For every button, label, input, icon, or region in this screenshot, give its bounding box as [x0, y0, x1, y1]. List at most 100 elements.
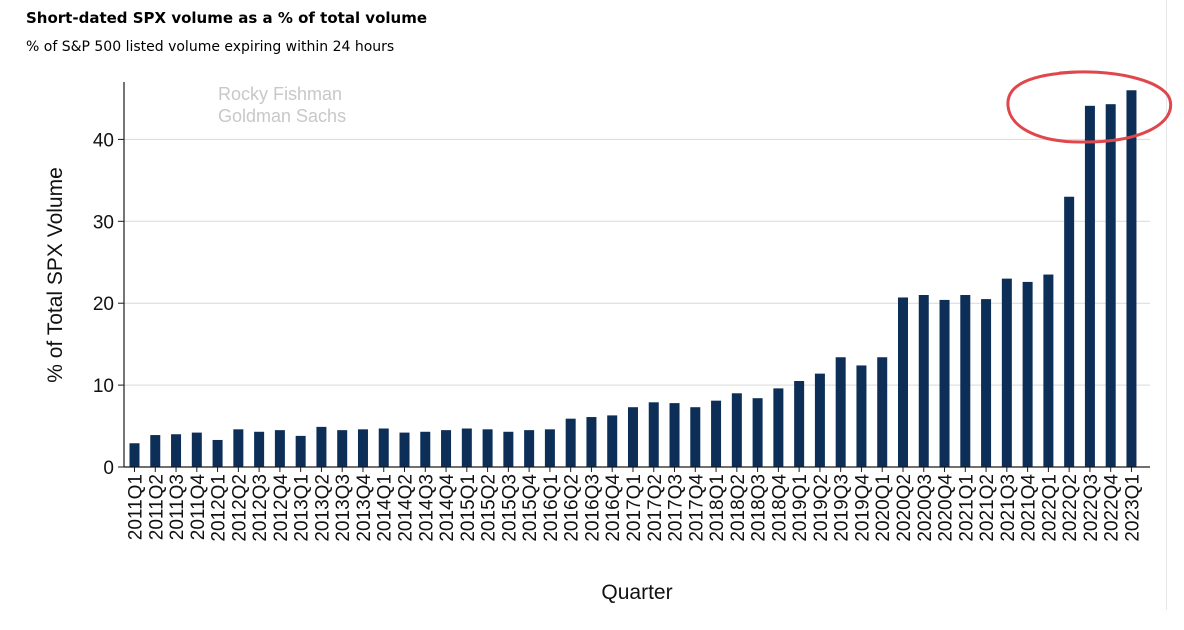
x-tick-label: 2015Q4 — [520, 474, 541, 542]
bar-2020Q3 — [918, 295, 929, 467]
x-tick-label: 2015Q1 — [458, 474, 479, 542]
x-tick-label: 2021Q3 — [998, 474, 1019, 542]
x-tick-label: 2012Q1 — [209, 474, 230, 542]
x-tick-label: 2022Q4 — [1102, 474, 1123, 542]
x-tick-label: 2018Q3 — [749, 474, 770, 542]
x-tick-label: 2017Q4 — [686, 474, 707, 542]
bar-2021Q1 — [960, 295, 971, 467]
x-tick-label: 2013Q4 — [354, 474, 375, 542]
bar-2016Q4 — [607, 415, 618, 467]
bar-2019Q1 — [794, 381, 805, 467]
bar-2015Q3 — [503, 431, 514, 467]
y-tick-label: 0 — [103, 458, 114, 479]
x-tick-label: 2011Q4 — [188, 474, 209, 541]
watermark-line: Rocky Fishman — [218, 84, 342, 104]
x-tick-label: 2022Q1 — [1039, 474, 1060, 542]
y-tick-label: 20 — [93, 294, 114, 315]
bar-2019Q2 — [814, 373, 825, 467]
x-tick-label: 2019Q1 — [790, 474, 811, 542]
bar-2013Q4 — [357, 429, 368, 467]
bar-2011Q4 — [191, 432, 202, 467]
x-tick-label: 2020Q1 — [873, 474, 894, 542]
bar-2013Q3 — [337, 430, 348, 467]
x-tick-label: 2022Q3 — [1081, 474, 1102, 542]
bar-2014Q3 — [420, 431, 431, 467]
x-tick-label: 2021Q2 — [977, 474, 998, 542]
bar-2015Q4 — [524, 430, 535, 467]
x-tick-label: 2011Q3 — [167, 474, 188, 540]
x-tick-label: 2014Q2 — [396, 474, 417, 542]
axis-labels: Quarter % of Total SPX Volume — [44, 167, 673, 604]
x-tick-label: 2016Q2 — [562, 474, 583, 542]
y-tick-labels: 0 10 20 30 40 — [93, 130, 114, 479]
bar-2014Q4 — [441, 430, 452, 467]
bars — [129, 90, 1137, 468]
bar-2018Q2 — [731, 393, 742, 467]
bar-2011Q2 — [150, 435, 161, 467]
x-tick-label: 2012Q2 — [229, 474, 250, 542]
x-tick-label: 2019Q2 — [811, 474, 832, 542]
bar-2016Q3 — [586, 417, 597, 467]
chart-subtitle: % of S&P 500 listed volume expiring with… — [26, 39, 395, 55]
bar-2021Q3 — [1001, 278, 1012, 467]
bar-2013Q2 — [316, 426, 327, 467]
x-tick-label: 2012Q3 — [250, 474, 271, 542]
y-axis-label: % of Total SPX Volume — [44, 167, 67, 383]
x-tick-label: 2021Q1 — [956, 474, 977, 542]
x-tick-label: 2017Q2 — [645, 474, 666, 542]
bar-2012Q2 — [233, 429, 244, 467]
x-tick-label: 2014Q4 — [437, 474, 458, 542]
bar-2015Q2 — [482, 429, 493, 467]
x-tick-label: 2016Q1 — [541, 474, 562, 542]
x-tick-label: 2021Q4 — [1019, 474, 1040, 542]
bar-2022Q1 — [1043, 274, 1054, 467]
bar-2011Q3 — [171, 434, 182, 467]
x-tick-label: 2013Q3 — [333, 474, 354, 542]
gridlines — [124, 138, 1150, 386]
x-tick-label: 2012Q4 — [271, 474, 292, 542]
bar-2018Q4 — [773, 388, 784, 467]
bar-2020Q2 — [897, 297, 908, 467]
bar-2020Q4 — [939, 299, 950, 467]
panel-border — [1166, 0, 1167, 610]
bar-2018Q3 — [752, 398, 763, 467]
x-tick-labels: 2011Q1 2011Q2 2011Q3 2011Q4 2012Q1 2012Q2 2012… — [126, 474, 1144, 542]
annotation — [1006, 70, 1173, 144]
x-tick-label: 2018Q4 — [769, 474, 790, 542]
x-axis-label: Quarter — [601, 581, 672, 604]
bar-2014Q1 — [378, 428, 389, 467]
bar-2019Q3 — [835, 357, 846, 467]
bar-2017Q4 — [690, 407, 701, 467]
x-tick-label: 2017Q3 — [666, 474, 687, 542]
chart-title: Short-dated SPX volume as a % of total v… — [26, 9, 428, 27]
bar-2023Q1 — [1126, 90, 1137, 467]
bar-2022Q4 — [1105, 104, 1116, 468]
x-tick-label: 2011Q2 — [146, 474, 167, 540]
x-tick-label: 2020Q3 — [915, 474, 936, 542]
bar-2018Q1 — [711, 400, 722, 467]
x-tick-label: 2019Q4 — [852, 474, 873, 542]
bar-2014Q2 — [399, 432, 410, 467]
x-tick-label: 2013Q1 — [292, 474, 313, 542]
bar-2013Q1 — [295, 435, 306, 467]
bar-2021Q4 — [1022, 281, 1033, 467]
bar-2012Q3 — [254, 431, 265, 467]
y-tick-label: 10 — [93, 376, 114, 397]
x-tick-label: 2023Q1 — [1122, 474, 1143, 542]
x-tick-label: 2020Q4 — [936, 474, 957, 542]
x-tick-label: 2022Q2 — [1060, 474, 1081, 542]
x-tick-label: 2018Q2 — [728, 474, 749, 542]
y-tick-label: 40 — [93, 130, 114, 151]
bar-2015Q1 — [461, 428, 472, 467]
bar-2021Q2 — [981, 299, 992, 467]
x-tick-label: 2017Q1 — [624, 474, 645, 542]
x-tick-label: 2016Q4 — [603, 474, 624, 542]
bar-2020Q1 — [877, 357, 888, 467]
bar-2022Q2 — [1064, 196, 1075, 468]
bar-2012Q4 — [274, 430, 285, 467]
y-tick-label: 30 — [93, 212, 114, 233]
x-tick-label: 2015Q3 — [499, 474, 520, 542]
bar-2011Q1 — [129, 443, 140, 467]
bar-2017Q1 — [627, 407, 638, 467]
